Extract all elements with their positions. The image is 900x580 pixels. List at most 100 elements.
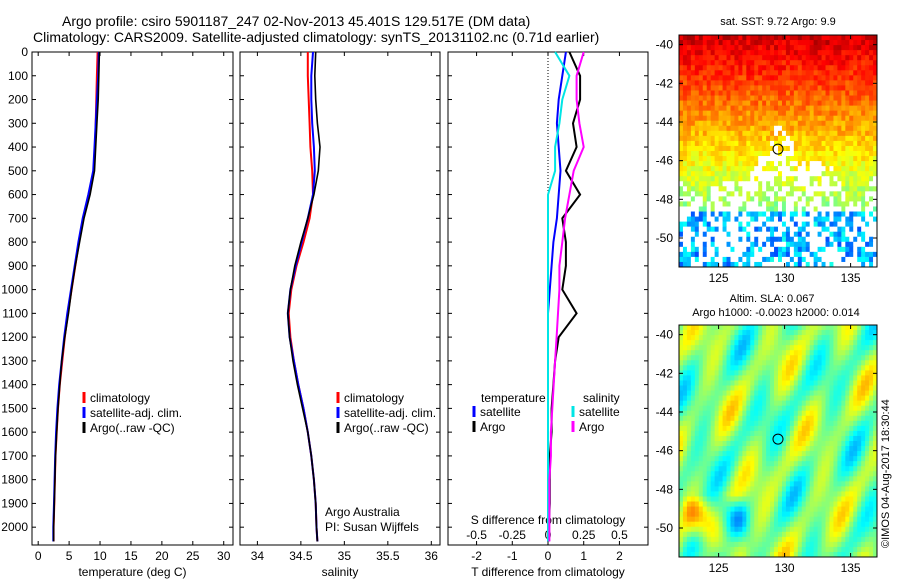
heatmap-cell (746, 191, 751, 197)
heatmap-cell (821, 45, 827, 51)
heatmap-cell (746, 186, 751, 192)
heatmap-cell (694, 95, 700, 102)
heatmap-cell (821, 125, 827, 132)
heatmap-cell (829, 451, 834, 457)
heatmap-cell (734, 181, 739, 187)
heatmap-cell (682, 261, 688, 268)
heatmap-cell (849, 430, 854, 437)
heatmap-cell (758, 251, 763, 258)
heatmap-cell (754, 115, 759, 122)
heatmap-cell (710, 446, 716, 452)
heatmap-cell (781, 526, 787, 533)
heatmap-cell (801, 40, 807, 46)
heatmap-cell (706, 486, 712, 492)
heatmap-cell (770, 521, 775, 528)
heatmap-cell (873, 120, 878, 127)
heatmap-cell (841, 360, 846, 366)
heatmap-cell (682, 211, 688, 218)
heatmap-cell (762, 536, 767, 543)
heatmap-cell (829, 211, 834, 218)
heatmap-cell (742, 226, 747, 233)
heatmap-cell (857, 350, 862, 356)
heatmap-cell (869, 385, 874, 392)
heatmap-cell (813, 151, 819, 157)
heatmap-cell (865, 335, 870, 341)
heatmap-cell (710, 60, 716, 66)
heatmap-cell (706, 481, 712, 487)
heatmap-cell (682, 186, 688, 192)
heatmap-cell (785, 85, 791, 91)
heatmap-cell (821, 380, 827, 387)
heatmap-cell (813, 206, 819, 213)
heatmap-cell (853, 451, 858, 457)
heatmap-cell (766, 511, 771, 518)
y-tick-label: -50 (656, 231, 674, 245)
heatmap-cell (865, 246, 870, 253)
heatmap-cell (679, 481, 684, 487)
heatmap-cell (817, 325, 823, 331)
heatmap-cell (734, 231, 739, 238)
heatmap-cell (805, 166, 811, 172)
heatmap-cell (825, 216, 830, 223)
heatmap-cell (869, 221, 874, 228)
heatmap-cell (813, 541, 819, 548)
heatmap-cell (865, 471, 870, 477)
heatmap-cell (722, 511, 728, 518)
heatmap-cell (873, 325, 878, 331)
heatmap-cell (797, 385, 803, 392)
heatmap-cell (718, 410, 724, 417)
heatmap-cell (865, 176, 870, 182)
heatmap-cell (710, 211, 716, 218)
heatmap-cell (778, 370, 783, 376)
heatmap-cell (861, 405, 866, 412)
heatmap-cell (869, 430, 874, 437)
heatmap-cell (766, 60, 771, 66)
heatmap-cell (710, 511, 716, 518)
heatmap-cell (817, 95, 823, 102)
heatmap-cell (797, 166, 803, 172)
heatmap-cell (833, 370, 838, 376)
heatmap-cell (781, 355, 787, 361)
heatmap-cell (750, 211, 755, 218)
heatmap-cell (686, 521, 692, 528)
heatmap-cell (698, 231, 704, 238)
heatmap-cell (825, 466, 830, 472)
heatmap-cell (841, 191, 846, 197)
heatmap-cell (805, 211, 811, 218)
heatmap-cell (793, 536, 799, 543)
heatmap-cell (869, 365, 874, 371)
heatmap-cell (813, 370, 819, 376)
heatmap-cell (785, 370, 791, 376)
y-tick-label: 2000 (1, 520, 28, 534)
heatmap-cell (698, 191, 704, 197)
heatmap-cell (785, 75, 791, 81)
heatmap-cell (833, 75, 838, 81)
heatmap-cell (694, 181, 700, 187)
heatmap-cell (837, 471, 842, 477)
heatmap-cell (682, 385, 688, 392)
heatmap-cell (698, 481, 704, 487)
profile-panel-salinity: 34 34.5 35 35.5 36salinityclimatologysatelli… (239, 51, 441, 579)
heatmap-cell (785, 166, 791, 172)
heatmap-cells (679, 35, 878, 268)
heatmap-cell (793, 65, 799, 71)
heatmap-cell (845, 216, 850, 223)
heatmap-cell (789, 365, 795, 371)
heatmap-cell (726, 216, 731, 223)
heatmap-cell (793, 206, 799, 213)
heatmap-cell (865, 425, 870, 432)
heatmap-cell (698, 246, 704, 253)
heatmap-cell (714, 410, 720, 417)
heatmap-cell (714, 476, 720, 482)
heatmap-cell (833, 45, 838, 51)
heatmap-cell (774, 340, 779, 346)
heatmap-cell (821, 350, 827, 356)
heatmap-cell (829, 75, 834, 81)
heatmap-cell (754, 256, 759, 263)
heatmap-cell (829, 60, 834, 66)
heatmap-cell (694, 385, 700, 392)
heatmap-cell (845, 365, 850, 371)
heatmap-cell (801, 546, 807, 553)
heatmap-cell (817, 481, 823, 487)
heatmap-cell (813, 50, 819, 56)
